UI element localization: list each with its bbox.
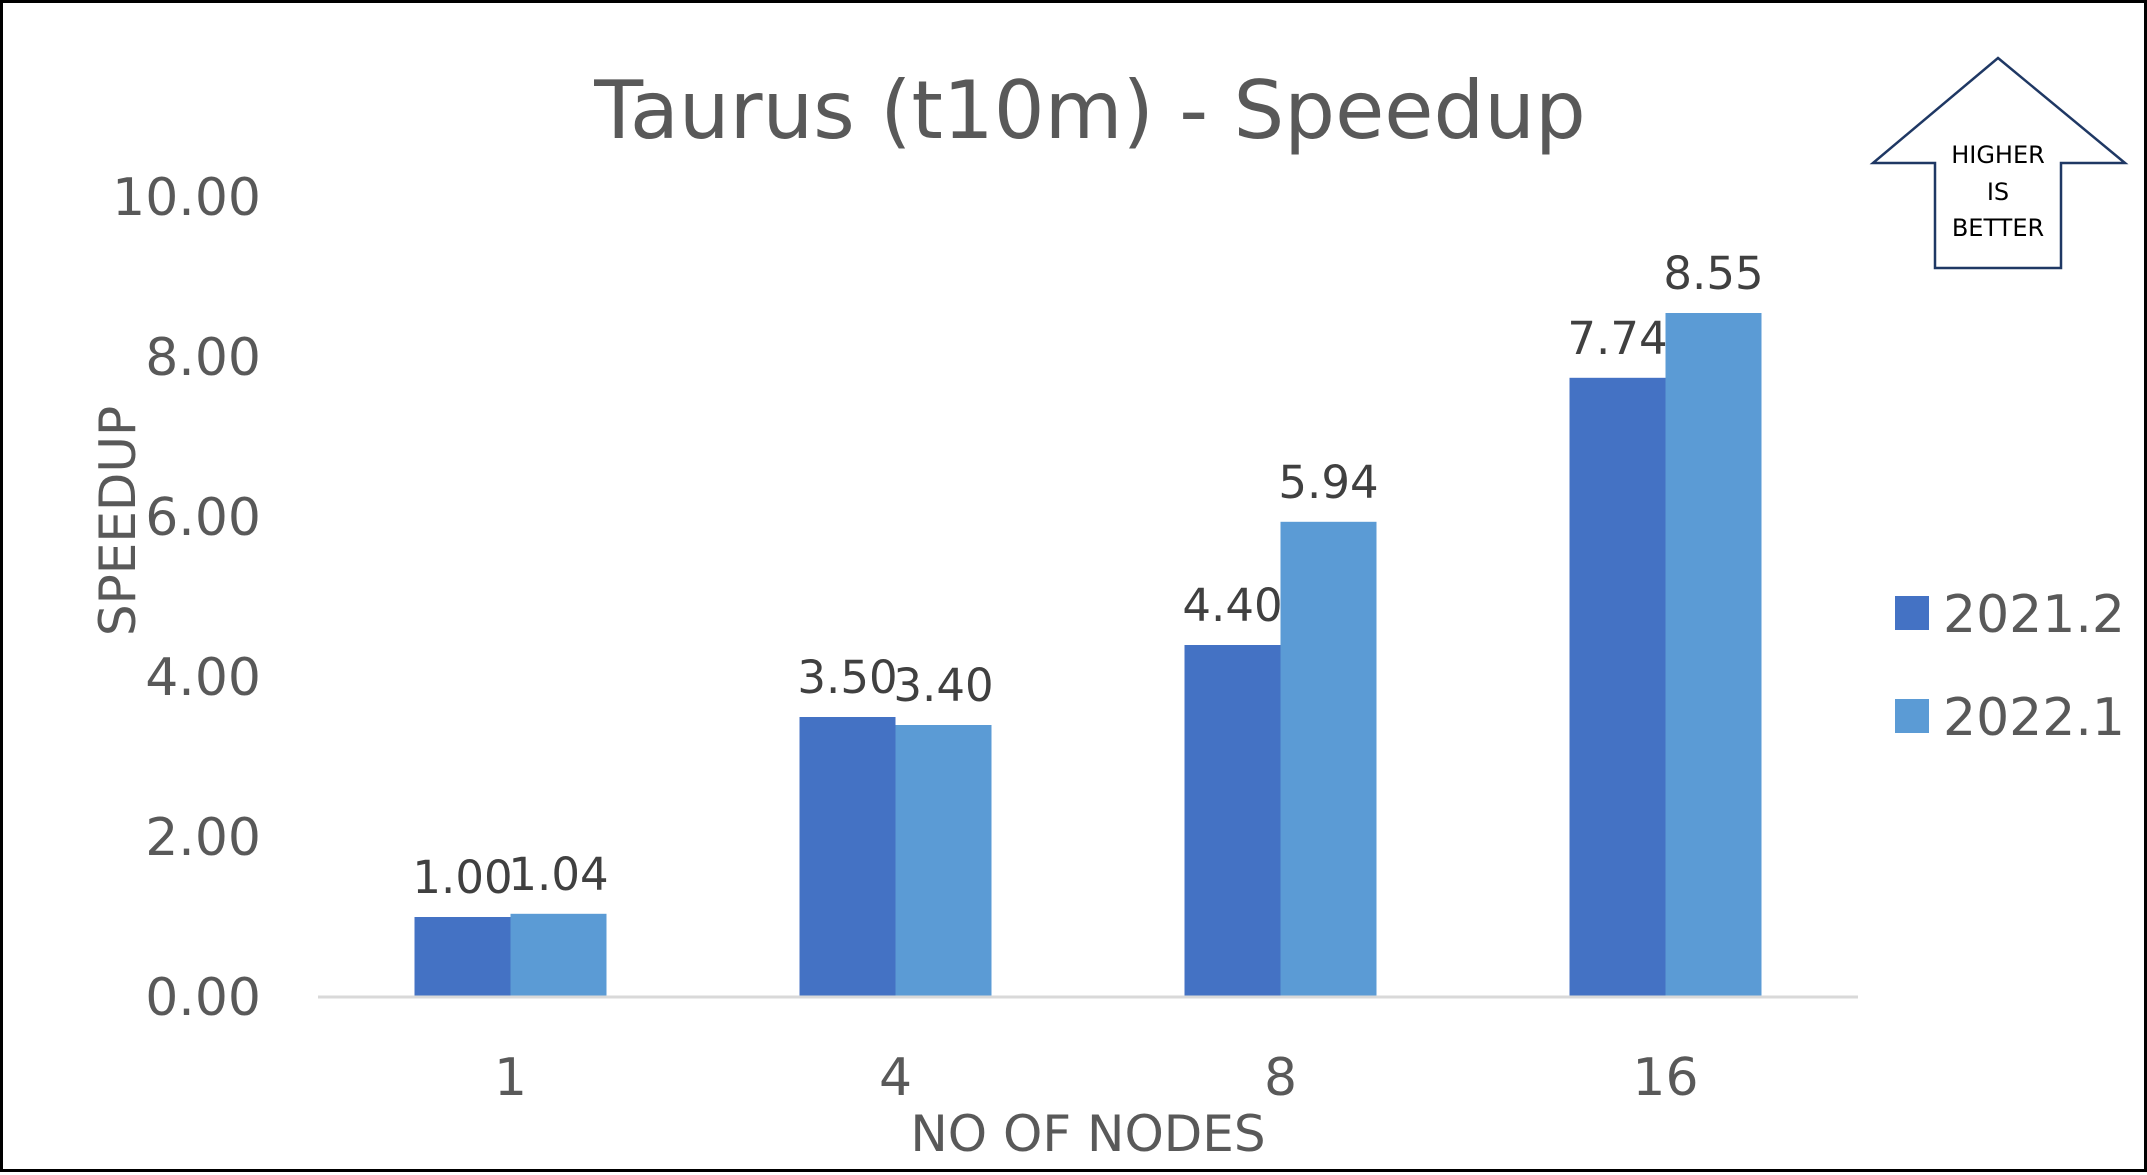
higher-is-better-badge: HIGHER IS BETTER xyxy=(1869,56,2129,270)
legend-label: 2021.2 xyxy=(1943,585,2125,645)
data-labels: 1.001.04 3.503.40 4.40 5.94 7.74 8.55 xyxy=(412,247,1763,904)
data-label: 3.50 xyxy=(797,651,897,704)
y-tick-label: 6.00 xyxy=(145,488,261,548)
data-label: 4.40 xyxy=(1182,579,1282,632)
y-tick-label: 0.00 xyxy=(145,968,261,1028)
data-label: 1.04 xyxy=(508,848,608,901)
x-axis-title: NO OF NODES xyxy=(910,1105,1265,1163)
x-axis-ticks: 1 4 8 16 xyxy=(494,1048,1699,1108)
chart-title: Taurus (t10m) - Speedup xyxy=(593,64,1586,157)
bar-2021.2-4 xyxy=(799,717,896,997)
x-tick-label: 8 xyxy=(1264,1048,1297,1108)
badge-line-3: BETTER xyxy=(1952,214,2044,242)
bar-2022.1-1 xyxy=(510,913,607,997)
legend-swatch xyxy=(1895,596,1929,630)
x-tick-label: 16 xyxy=(1632,1048,1698,1108)
bar-2022.1-4 xyxy=(895,725,992,997)
y-tick-label: 8.00 xyxy=(145,328,261,388)
y-tick-label: 4.00 xyxy=(145,648,261,708)
data-label: 3.40 xyxy=(893,659,993,712)
bar-2022.1-16 xyxy=(1665,313,1762,997)
data-label: 5.94 xyxy=(1278,456,1378,509)
chart-canvas: Taurus (t10m) - Speedup SPEEDUP NO OF NO… xyxy=(89,56,2129,1163)
bar-2021.2-16 xyxy=(1569,377,1666,997)
bar-2021.2-1 xyxy=(414,917,511,997)
y-tick-label: 10.00 xyxy=(112,168,261,228)
data-label: 7.74 xyxy=(1567,312,1667,365)
bar-2021.2-8 xyxy=(1184,645,1281,997)
badge-line-1: HIGHER xyxy=(1951,141,2045,169)
up-arrow-icon xyxy=(1869,56,2129,270)
bars xyxy=(414,313,1762,997)
y-axis-ticks: 0.00 2.00 4.00 6.00 8.00 10.00 xyxy=(112,168,261,1028)
bar-2022.1-8 xyxy=(1280,521,1377,997)
legend: 2021.2 2022.1 xyxy=(1895,585,2125,748)
badge-line-2: IS xyxy=(1987,178,2009,206)
data-label: 1.00 xyxy=(412,851,512,904)
y-axis-title: SPEEDUP xyxy=(89,406,147,636)
x-tick-label: 4 xyxy=(879,1048,912,1108)
legend-swatch xyxy=(1895,699,1929,733)
x-tick-label: 1 xyxy=(494,1048,527,1108)
y-tick-label: 2.00 xyxy=(145,808,261,868)
legend-label: 2022.1 xyxy=(1943,688,2125,748)
data-label: 8.55 xyxy=(1663,247,1763,300)
